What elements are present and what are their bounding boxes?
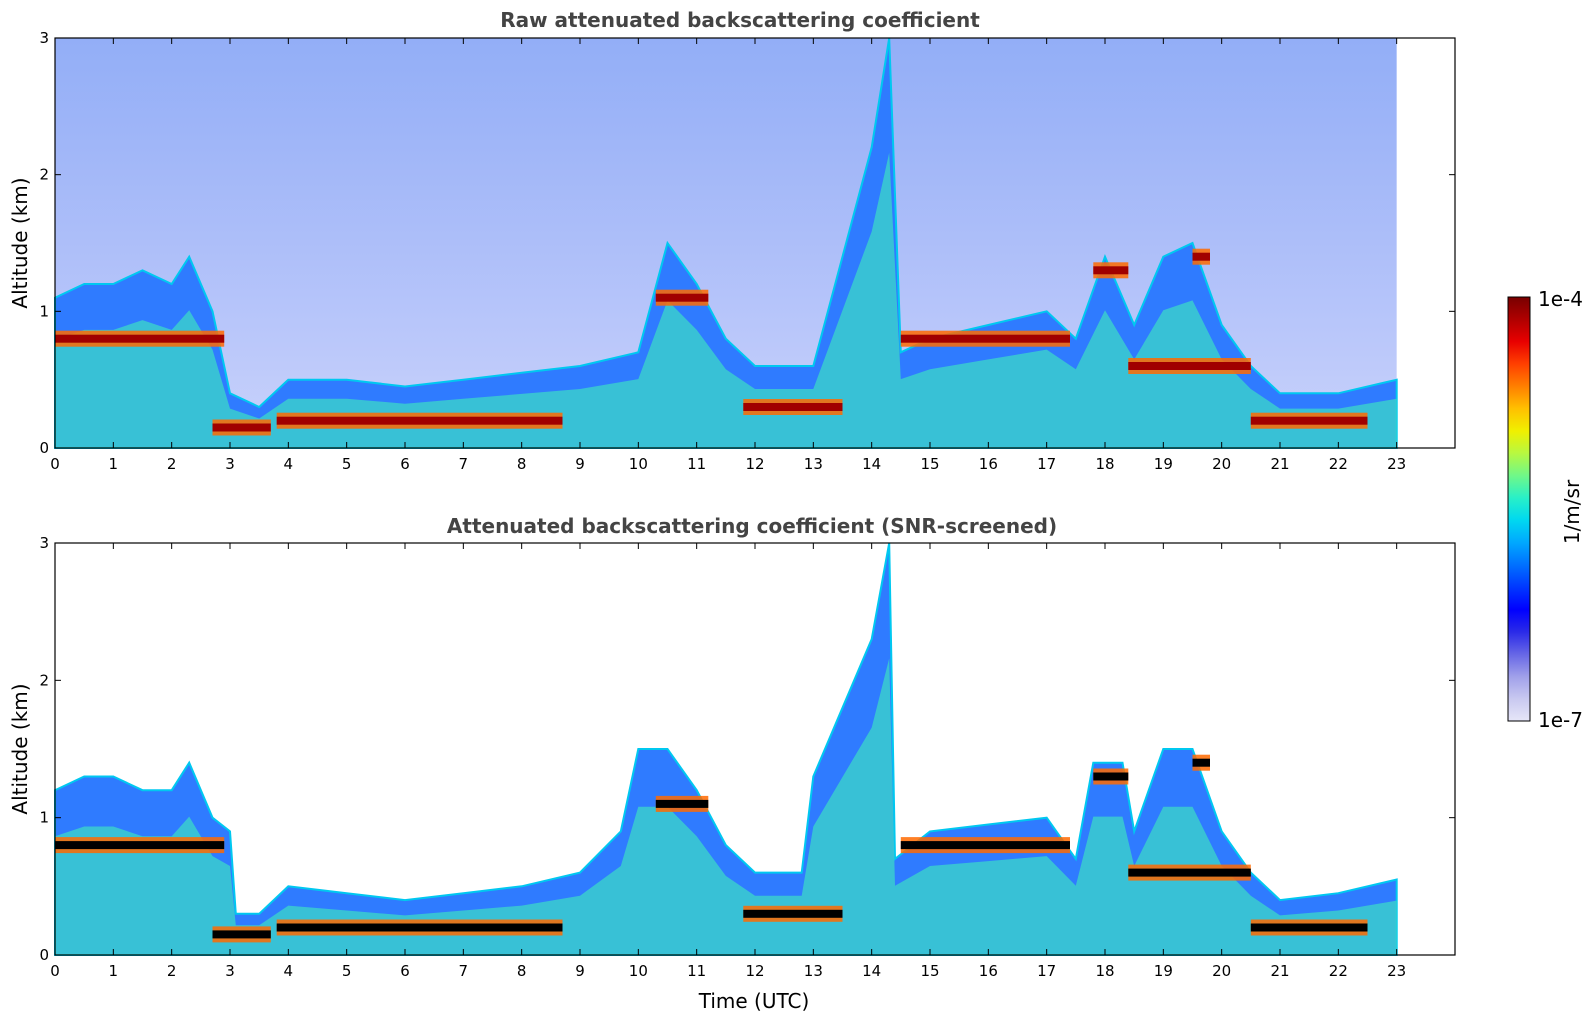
x-tick-label: 0 xyxy=(50,962,60,980)
panel-screened-plot-area xyxy=(54,542,1398,956)
x-tick-label: 15 xyxy=(920,455,939,473)
x-tick-label: 18 xyxy=(1095,962,1114,980)
panel-raw: Raw attenuated backscattering coefficien… xyxy=(8,8,1456,473)
x-tick-label: 10 xyxy=(629,962,648,980)
y-tick-label: 3 xyxy=(39,534,49,552)
y-tick-label: 1 xyxy=(39,302,49,320)
aerosol-layer-core xyxy=(1250,923,1368,932)
x-tick-label: 21 xyxy=(1270,962,1289,980)
x-tick-label: 13 xyxy=(804,962,823,980)
x-tick-label: 9 xyxy=(575,962,585,980)
x-tick-label: 19 xyxy=(1154,455,1173,473)
x-tick-label: 21 xyxy=(1270,455,1289,473)
panel-screened-title: Attenuated backscattering coefficient (S… xyxy=(447,514,1057,538)
x-tick-label: 9 xyxy=(575,455,585,473)
colorbar-min-label: 1e-7 xyxy=(1538,708,1583,732)
y-tick-label: 2 xyxy=(39,166,49,184)
x-tick-label: 1 xyxy=(109,962,119,980)
x-tick-label: 17 xyxy=(1037,455,1056,473)
aerosol-layer-core xyxy=(276,416,563,425)
x-tick-label: 13 xyxy=(804,455,823,473)
x-tick-label: 12 xyxy=(745,962,764,980)
y-tick-label: 0 xyxy=(39,439,49,457)
mid-signal-area xyxy=(55,658,1397,955)
panel-screened-x-ticks: 0 1 2 3 4 5 6 7 8 9 10 11 12 13 14 15 16 17 18 19 20 21 22 23 xyxy=(50,543,1406,980)
aerosol-layer-core xyxy=(212,930,271,939)
mid-signal-area xyxy=(55,152,1397,449)
x-tick-label: 20 xyxy=(1212,962,1231,980)
panel-raw-plot-area xyxy=(54,37,1398,449)
x-tick-label: 3 xyxy=(225,962,235,980)
panel-screened-y-ticks: 0 1 2 3 xyxy=(39,534,1455,964)
panel-screened-y-label: Altitude (km) xyxy=(8,683,32,814)
colorbar: 1e-4 1e-7 1/m/sr xyxy=(1507,287,1584,732)
x-tick-label: 7 xyxy=(459,455,469,473)
panel-screened-x-label: Time (UTC) xyxy=(698,989,810,1013)
x-tick-label: 6 xyxy=(400,962,410,980)
aerosol-layer-core xyxy=(1128,362,1251,370)
colorbar-swatch xyxy=(1507,296,1531,722)
aerosol-layer-core xyxy=(212,423,271,432)
x-tick-label: 5 xyxy=(342,455,352,473)
aerosol-layer-core xyxy=(1093,266,1129,275)
aerosol-layer-core xyxy=(900,841,1070,850)
colorbar-max-label: 1e-4 xyxy=(1538,287,1583,311)
aerosol-layer-core xyxy=(55,334,225,343)
x-tick-label: 8 xyxy=(517,962,527,980)
aerosol-layer-core xyxy=(655,799,709,808)
aerosol-layer-core xyxy=(743,403,843,411)
x-tick-label: 22 xyxy=(1329,962,1348,980)
x-tick-label: 10 xyxy=(629,455,648,473)
x-tick-label: 7 xyxy=(459,962,469,980)
y-tick-label: 1 xyxy=(39,809,49,827)
colorbar-unit-label: 1/m/sr xyxy=(1560,479,1584,544)
aerosol-layer-core xyxy=(900,334,1070,343)
x-tick-label: 19 xyxy=(1154,962,1173,980)
x-tick-label: 18 xyxy=(1095,455,1114,473)
x-tick-label: 14 xyxy=(862,962,881,980)
panel-raw-y-ticks: 0 1 2 3 xyxy=(39,29,1455,457)
x-tick-label: 14 xyxy=(862,455,881,473)
panel-screened: Attenuated backscattering coefficient (S… xyxy=(8,514,1456,1013)
x-tick-label: 6 xyxy=(400,455,410,473)
aerosol-layer-core xyxy=(1128,868,1251,877)
x-tick-label: 3 xyxy=(225,455,235,473)
y-tick-label: 2 xyxy=(39,671,49,689)
x-tick-label: 20 xyxy=(1212,455,1231,473)
x-tick-label: 0 xyxy=(50,455,60,473)
x-tick-label: 4 xyxy=(284,455,294,473)
x-tick-label: 16 xyxy=(979,962,998,980)
x-tick-label: 4 xyxy=(284,962,294,980)
x-tick-label: 1 xyxy=(109,455,119,473)
aerosol-layer-core xyxy=(655,293,709,302)
aerosol-layer-core xyxy=(1192,758,1210,767)
x-tick-label: 15 xyxy=(920,962,939,980)
x-tick-label: 5 xyxy=(342,962,352,980)
y-tick-label: 3 xyxy=(39,29,49,47)
aerosol-layer-core xyxy=(1250,416,1368,425)
x-tick-label: 17 xyxy=(1037,962,1056,980)
aerosol-layer-core xyxy=(276,923,563,932)
aerosol-layer-core xyxy=(55,841,225,850)
x-tick-label: 16 xyxy=(979,455,998,473)
x-tick-label: 8 xyxy=(517,455,527,473)
x-tick-label: 2 xyxy=(167,455,177,473)
x-tick-label: 23 xyxy=(1387,962,1406,980)
x-tick-label: 22 xyxy=(1329,455,1348,473)
aerosol-layer-core xyxy=(1192,252,1210,261)
panel-raw-y-label: Altitude (km) xyxy=(8,177,32,308)
panel-raw-title: Raw attenuated backscattering coefficien… xyxy=(500,8,980,32)
x-tick-label: 11 xyxy=(687,455,706,473)
x-tick-label: 12 xyxy=(745,455,764,473)
x-tick-label: 23 xyxy=(1387,455,1406,473)
y-tick-label: 0 xyxy=(39,946,49,964)
aerosol-layer-core xyxy=(1093,772,1129,781)
x-tick-label: 11 xyxy=(687,962,706,980)
panel-raw-x-ticks: 0 1 2 3 4 5 6 7 8 9 10 11 12 13 14 15 16 17 18 19 20 21 22 23 xyxy=(50,38,1406,473)
aerosol-layer-core xyxy=(743,909,843,918)
x-tick-label: 2 xyxy=(167,962,177,980)
